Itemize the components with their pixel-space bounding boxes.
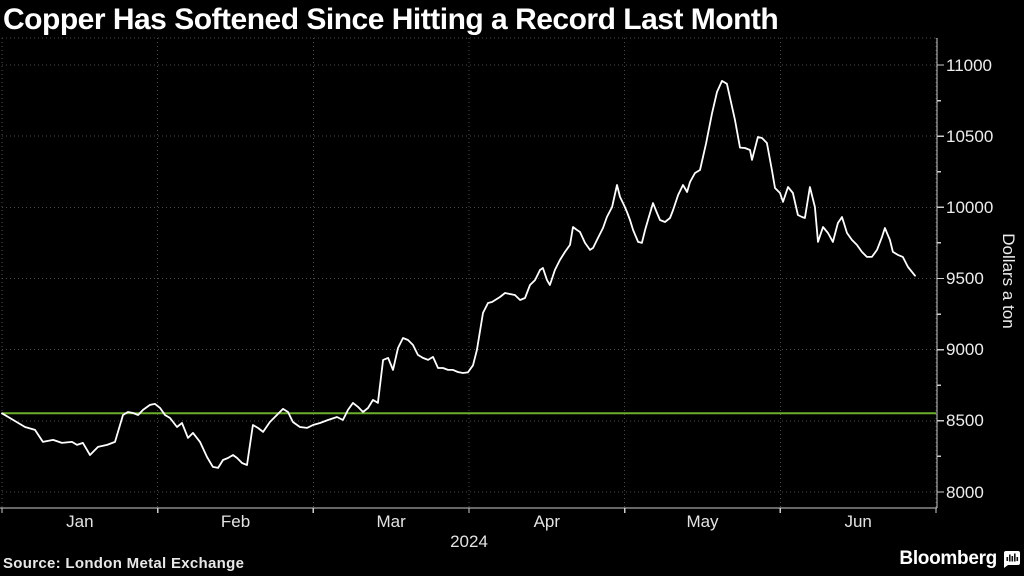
x-tick-label: Feb	[220, 512, 251, 531]
y-tick-label: 9500	[946, 269, 984, 288]
price-line	[1, 80, 916, 469]
y-tick-label: 11000	[946, 55, 993, 75]
bloomberg-wordmark: Bloomberg	[899, 548, 997, 569]
y-tick-label: 8500	[946, 411, 984, 431]
y-tick-label: 9000	[946, 340, 984, 360]
bloomberg-logo: Bloomberg	[899, 548, 1021, 570]
chart-title: Copper Has Softened Since Hitting a Reco…	[3, 3, 779, 36]
bloomberg-media-icon	[1004, 550, 1020, 568]
y-tick-label: 10500	[946, 126, 994, 146]
x-tick-label: Mar	[376, 512, 406, 531]
y-axis-title: Dollars a ton	[999, 233, 1018, 329]
y-tick-label: 10000	[946, 197, 994, 217]
x-tick-label: Jan	[66, 512, 94, 531]
x-axis-year-label: 2024	[450, 532, 488, 551]
source-attribution: Source: London Metal Exchange	[3, 555, 245, 572]
x-tick-label: May	[686, 512, 719, 531]
x-tick-label: Apr	[533, 512, 561, 531]
y-tick-label: 8000	[946, 482, 984, 502]
x-tick-label: Jun	[844, 512, 872, 531]
